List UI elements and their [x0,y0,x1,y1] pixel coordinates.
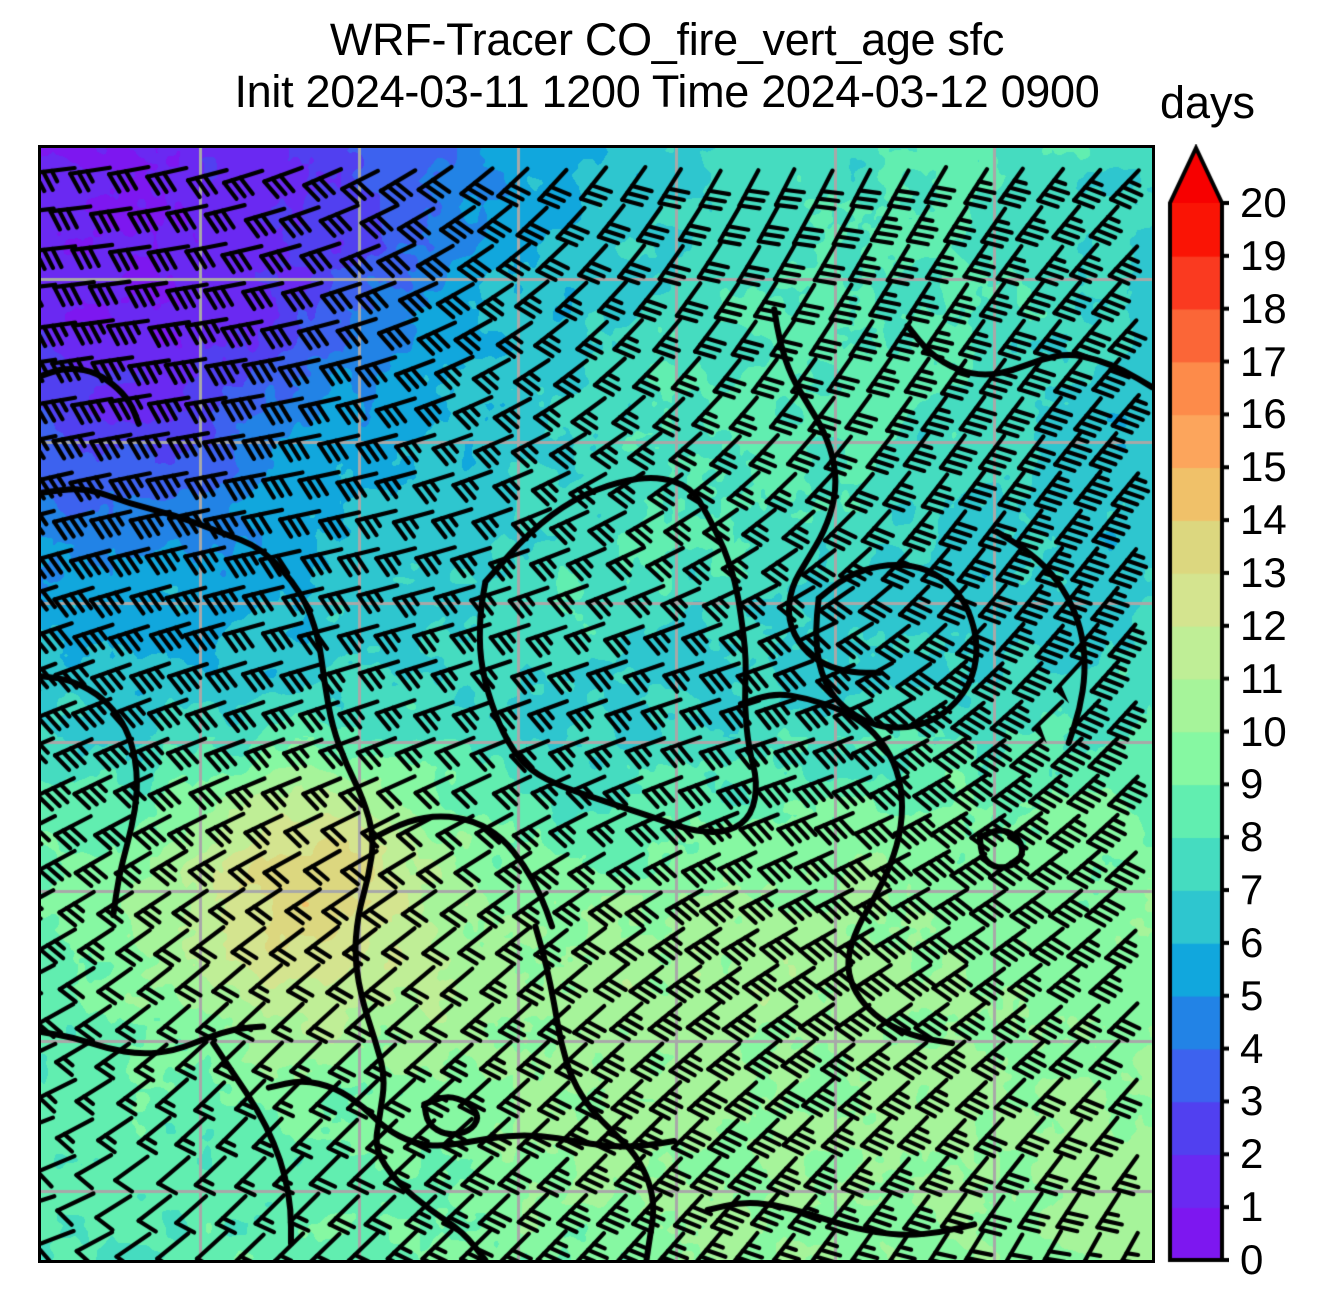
colorbar-tick-label: 9 [1240,760,1264,808]
title-line-2: Init 2024-03-11 1200 Time 2024-03-12 090… [234,66,1100,117]
colorbar-tick-label: 3 [1240,1077,1264,1125]
colorbar-tick-label: 0 [1240,1236,1264,1283]
colorbar-tick-label: 12 [1240,601,1287,649]
colorbar-tick-label: 16 [1240,390,1287,438]
colorbar-tick-label: 18 [1240,284,1287,332]
colorbar-tick-labels: 0 1 2 3 4 5 6 7 8 9 10 11 12 13 14 15 16 17 18 19 20 [1240,148,1334,1281]
colorbar-tick-label: 11 [1240,654,1284,702]
colorbar-tick-label: 10 [1240,707,1287,755]
colorbar-tick-label: 17 [1240,337,1287,385]
colorbar-tick-label: 2 [1240,1130,1264,1178]
colorbar-tick-label: 8 [1240,813,1264,861]
colorbar-tick-label: 19 [1240,231,1287,279]
colorbar-tick-label: 7 [1240,866,1264,914]
colorbar-tick-label: 4 [1240,1024,1264,1072]
colorbar-tick-label: 15 [1240,443,1287,491]
colorbar-units-label: days [1160,77,1256,128]
colorbar-tick-label: 13 [1240,548,1287,596]
colorbar-tick-label: 1 [1240,1183,1264,1231]
tracer-age-map[interactable] [41,148,1152,1260]
colorbar-tick-label: 5 [1240,971,1264,1019]
colorbar-tick-label: 6 [1240,918,1264,966]
figure-title: WRF-Tracer CO_fire_vert_age sfc Init 202… [0,14,1334,118]
colorbar-tick-label: 20 [1240,179,1287,226]
title-line-1: WRF-Tracer CO_fire_vert_age sfc [329,14,1005,65]
colorbar-tick-label: 14 [1240,496,1287,544]
colorbar[interactable] [1163,144,1229,1266]
